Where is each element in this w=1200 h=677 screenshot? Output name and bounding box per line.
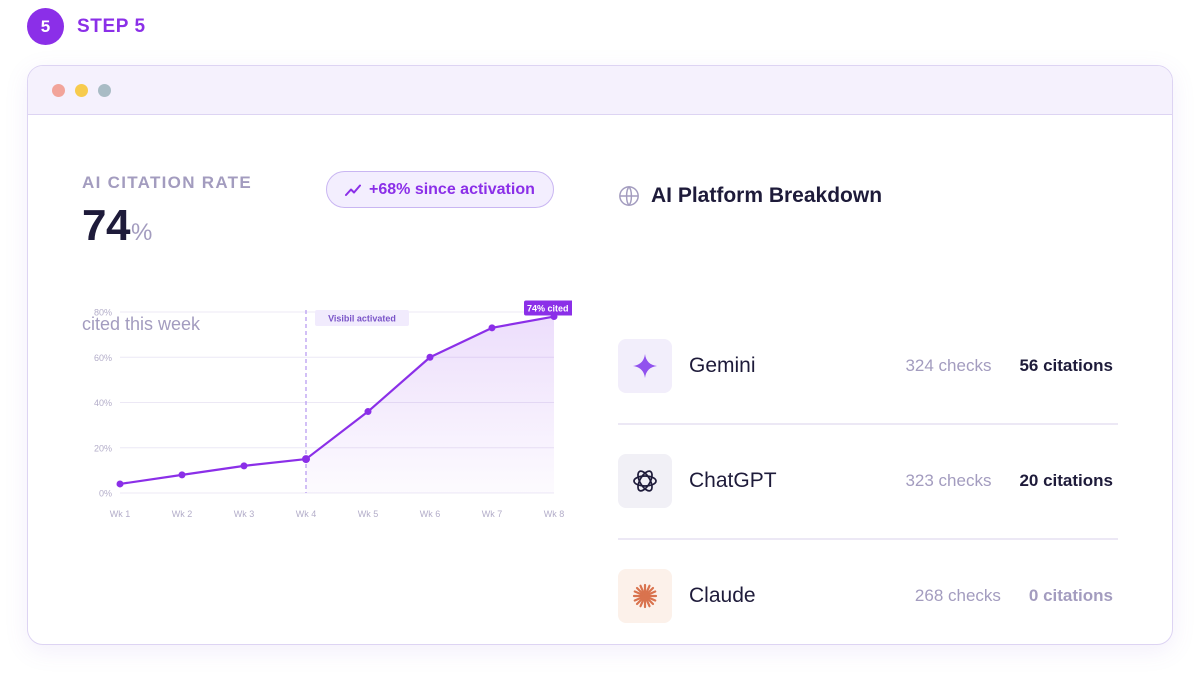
growth-badge: +68% since activation <box>326 171 554 208</box>
platform-citations: 0 citations <box>1028 586 1113 605</box>
end-value-label: 74% cited <box>527 304 569 314</box>
platform-row-chatgpt: ChatGPT 323 checks 20 citations <box>618 454 1118 508</box>
platform-name: Claude <box>689 584 756 607</box>
y-tick-label: 0% <box>99 489 112 499</box>
activation-label-bg <box>315 310 409 326</box>
step-header: 5 STEP 5 <box>27 8 146 45</box>
y-tick-label: 40% <box>94 398 112 408</box>
chart-area-fill <box>306 316 554 493</box>
trending-up-icon <box>345 184 361 196</box>
x-tick-label: Wk 8 <box>544 509 565 519</box>
data-point <box>240 462 248 470</box>
platform-row-gemini: Gemini 324 checks 56 citations <box>618 339 1118 393</box>
platform-citations: 56 citations <box>1019 356 1113 375</box>
metric-subtitle: cited this week <box>82 314 201 334</box>
gemini-sparkle-icon <box>633 354 657 378</box>
activation-label: Visibil activated <box>328 314 396 324</box>
citation-rate-line <box>118 315 556 486</box>
x-tick-label: Wk 4 <box>296 509 317 519</box>
x-tick-label: Wk 3 <box>234 509 255 519</box>
step-label: STEP 5 <box>77 15 146 37</box>
window-maximize-dot[interactable] <box>98 83 111 97</box>
metric-value: 74% <box>82 201 152 251</box>
metric-number: 74 <box>82 201 130 250</box>
divider <box>618 538 1118 540</box>
data-point <box>116 480 124 488</box>
data-point <box>488 324 496 332</box>
platform-citations: 20 citations <box>1019 471 1113 490</box>
data-point <box>302 455 310 464</box>
breakdown-header: AI Platform Breakdown <box>618 181 882 211</box>
x-tick-label: Wk 6 <box>420 509 441 519</box>
platform-checks: 324 checks <box>905 356 992 375</box>
window-titlebar <box>28 66 1172 115</box>
platform-checks: 323 checks <box>905 471 992 490</box>
end-value-badge <box>524 300 572 316</box>
y-tick-label: 20% <box>94 443 112 453</box>
metric-unit: % <box>130 219 153 246</box>
x-tick-label: Wk 7 <box>482 509 503 519</box>
data-point <box>178 471 186 479</box>
x-tick-label: Wk 2 <box>172 509 193 519</box>
globe-icon <box>619 185 639 207</box>
platform-row-claude: Claude 268 checks 0 citations <box>618 569 1118 623</box>
y-tick-label: 60% <box>94 353 112 363</box>
platform-icon-box <box>618 569 672 623</box>
claude-burst-icon <box>632 583 658 609</box>
x-tick-label: Wk 1 <box>110 509 131 519</box>
platform-icon-box <box>618 454 672 508</box>
divider <box>618 423 1118 425</box>
data-point <box>364 408 372 416</box>
citation-rate-chart: 0% 20% 40% 60% 80% Wk 1 Wk 2 Wk 3 Wk 4 Wk 5 Wk 6 Wk… <box>94 300 572 519</box>
x-tick-label: Wk 5 <box>358 509 379 519</box>
platform-icon-box <box>618 339 672 393</box>
breakdown-title: AI Platform Breakdown <box>651 184 883 207</box>
window-close-dot[interactable] <box>52 83 65 97</box>
platform-name: Gemini <box>689 354 756 377</box>
platform-name: ChatGPT <box>689 469 777 492</box>
browser-window: AI CITATION RATE 74% cited this week +68… <box>27 65 1173 645</box>
platform-checks: 268 checks <box>914 586 1001 605</box>
window-minimize-dot[interactable] <box>75 83 88 97</box>
metric-label: AI CITATION RATE <box>82 173 253 192</box>
chatgpt-knot-icon <box>633 470 657 492</box>
y-tick-label: 80% <box>94 308 112 318</box>
step-number-badge: 5 <box>27 8 64 45</box>
growth-text: +68% since activation <box>369 180 535 198</box>
data-point <box>426 353 434 361</box>
